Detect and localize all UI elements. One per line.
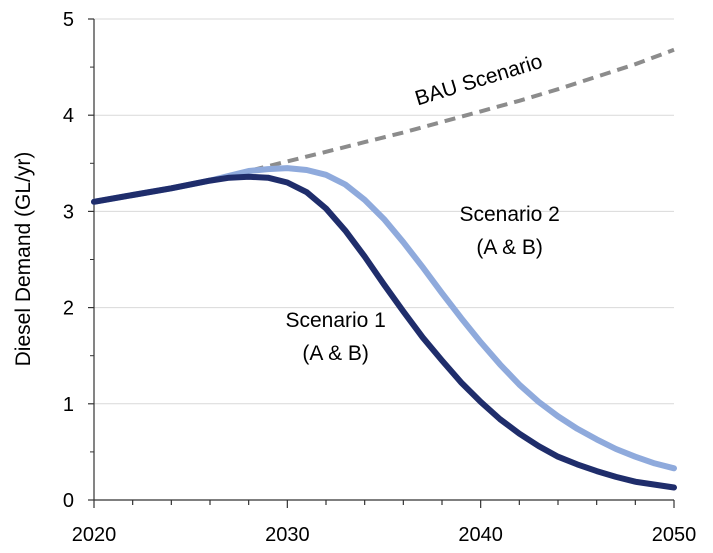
annotation: Scenario 2 (A & B) (459, 203, 559, 259)
x-tick-labels: 2020 2030 2040 2050 (72, 524, 697, 546)
x-tick-label: 2050 (652, 524, 697, 546)
x-tick-label: 2040 (458, 524, 503, 546)
y-tick-label: 1 (63, 394, 74, 416)
y-tick-labels: 0 1 2 3 4 5 (63, 9, 74, 512)
y-tick-label: 0 (63, 490, 74, 512)
series-line-scenario-2 (91, 165, 677, 472)
annotation-line: (A & B) (476, 236, 543, 259)
x-tick-label: 2030 (265, 524, 310, 546)
y-tick-label: 4 (63, 105, 74, 127)
series-line-bau-scenario (93, 47, 675, 204)
y-tick-label: 5 (63, 9, 74, 31)
annotation-line: Scenario 1 (285, 309, 385, 332)
series-line-scenario-1 (91, 173, 677, 491)
y-tick-label: 2 (63, 298, 74, 320)
series-lines (91, 47, 677, 491)
gridlines (94, 18, 674, 405)
y-tick-label: 3 (63, 201, 74, 223)
x-tick-label: 2020 (72, 524, 117, 546)
annotation-line: Scenario 2 (459, 203, 559, 226)
annotation: Scenario 1 (A & B) (285, 309, 385, 365)
axes (88, 18, 675, 508)
annotation-line: BAU Scenario (412, 50, 545, 111)
y-axis-title: Diesel Demand (GL/yr) (12, 152, 35, 367)
annotation: BAU Scenario (412, 50, 545, 111)
annotation-line: (A & B) (302, 342, 369, 365)
